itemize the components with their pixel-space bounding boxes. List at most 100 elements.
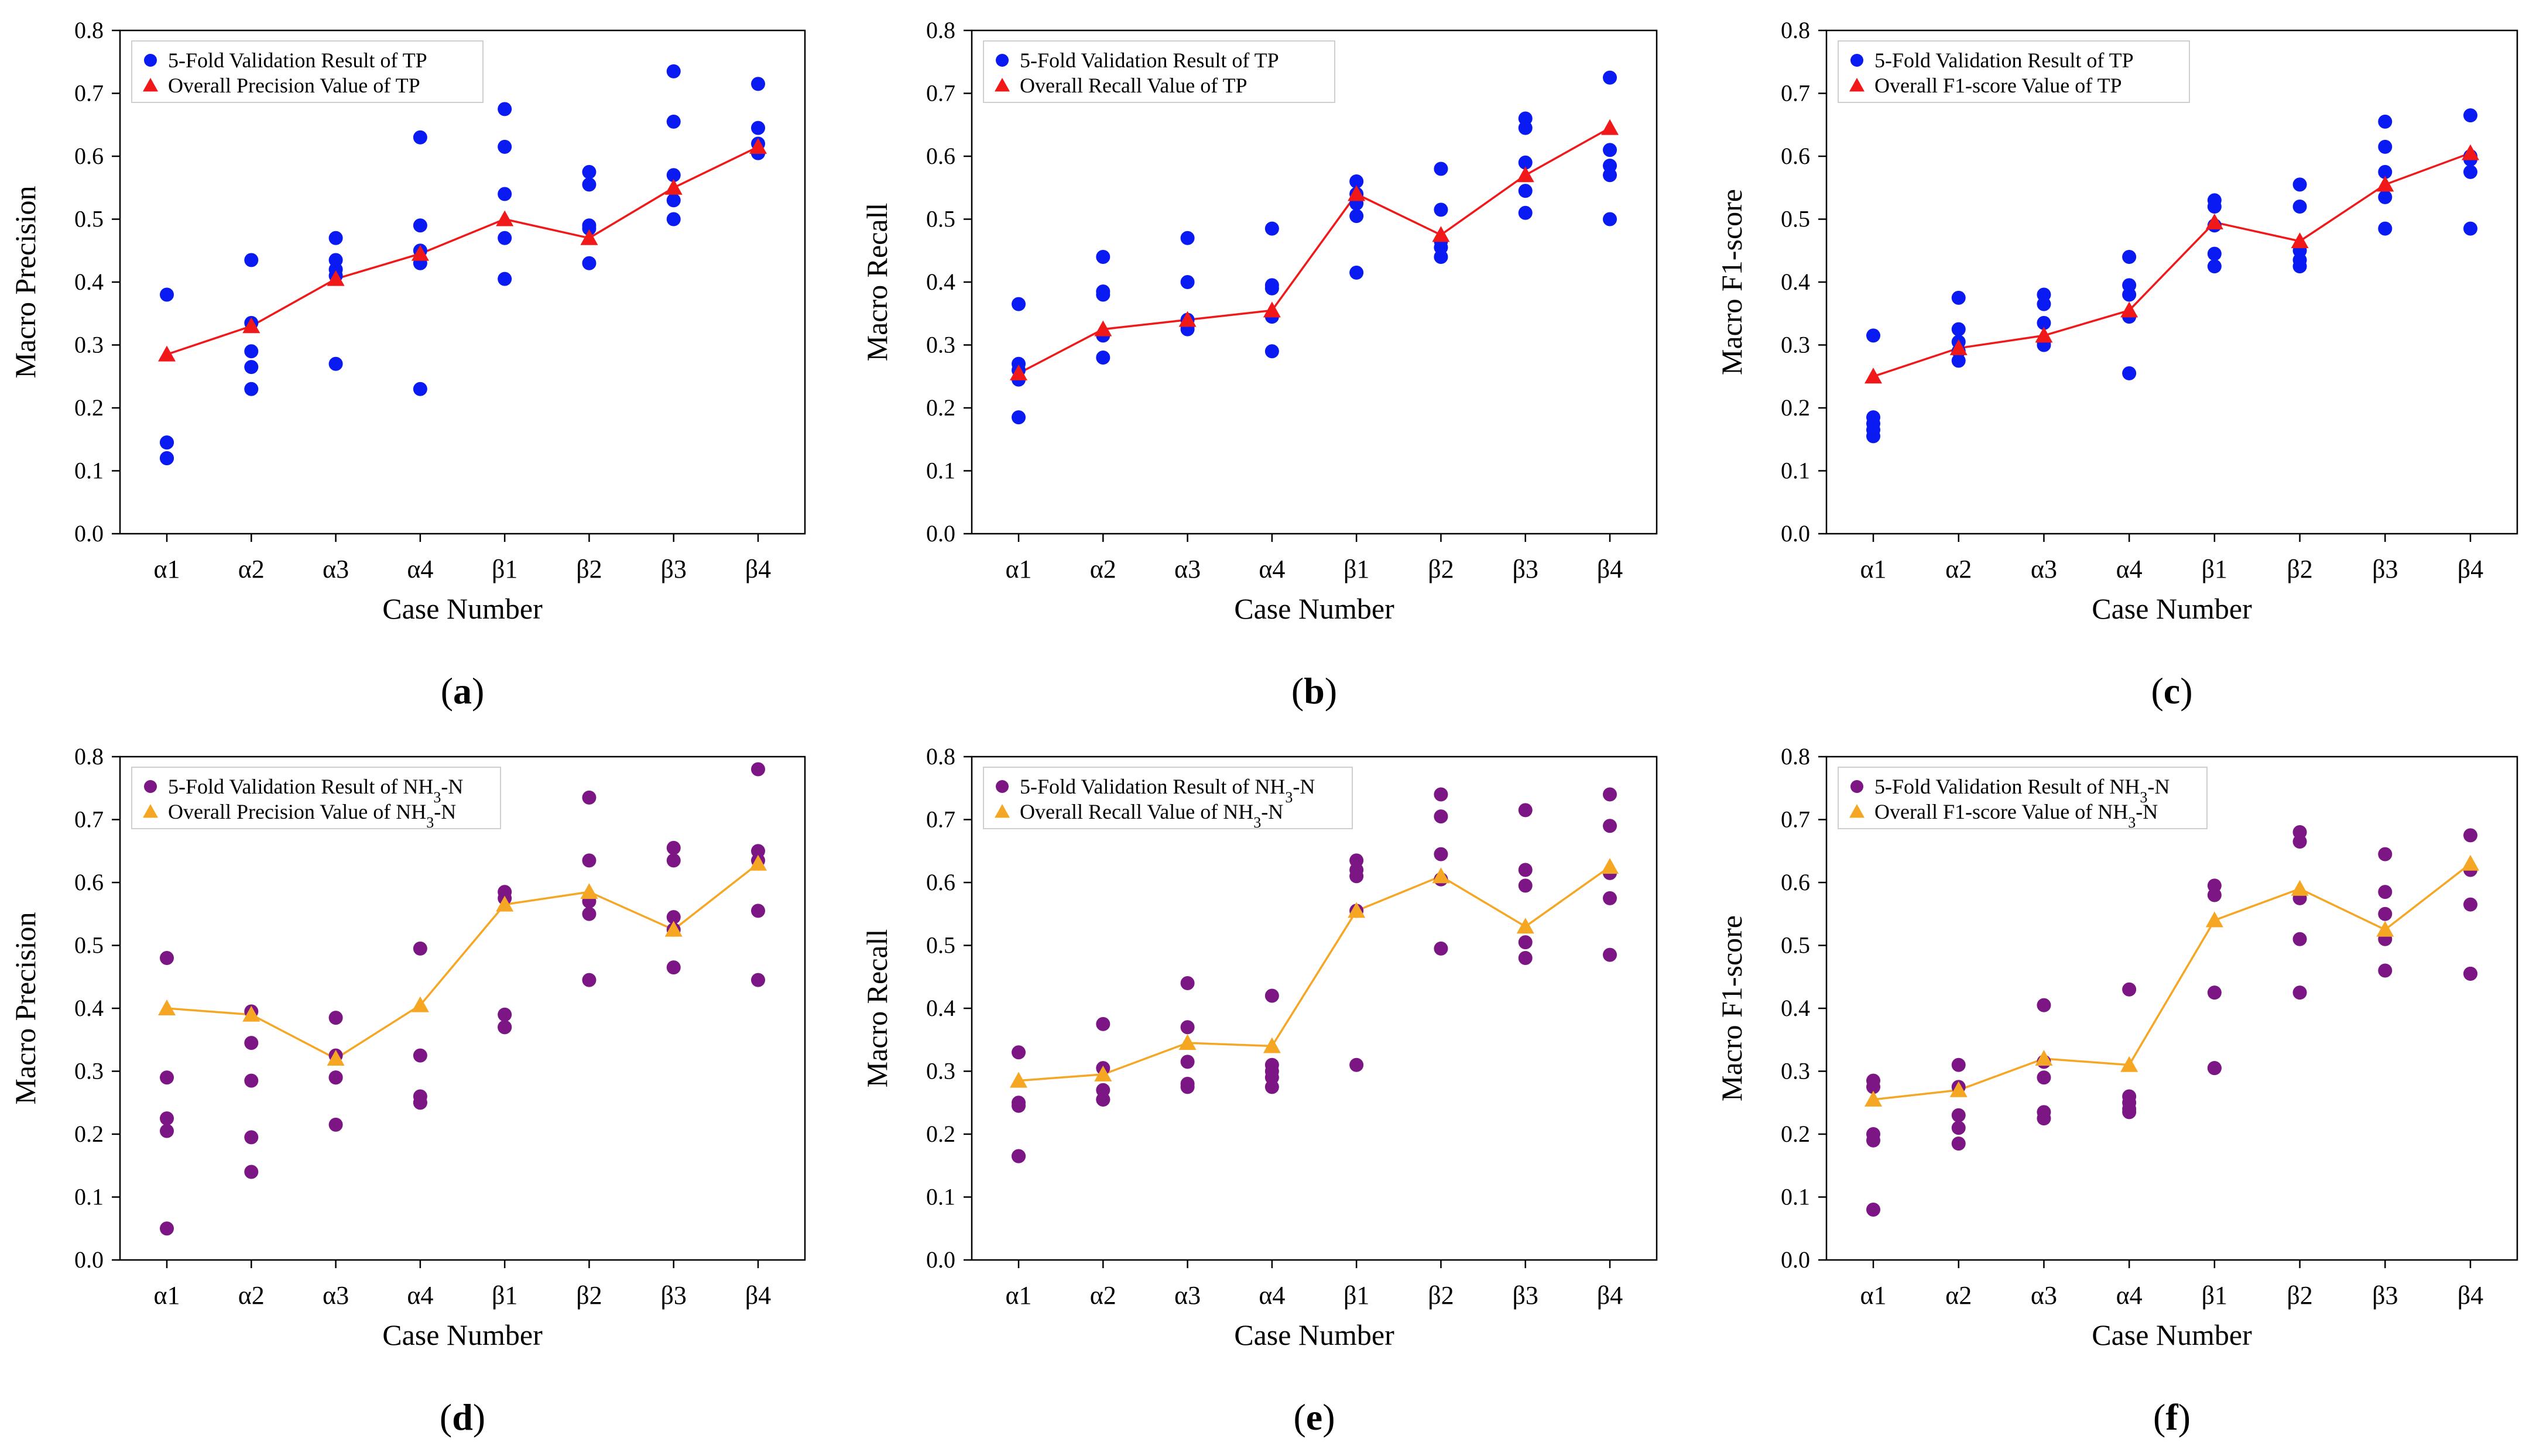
panel-label: (a)	[441, 670, 485, 712]
validation-point	[582, 790, 597, 805]
validation-point	[1518, 935, 1533, 950]
validation-point	[2037, 297, 2051, 311]
y-axis-title: Macro Precision	[9, 186, 42, 378]
x-axis-title: Case Number	[382, 592, 543, 625]
panel-label: (d)	[440, 1396, 485, 1438]
y-tick-label: 0.5	[926, 932, 955, 959]
y-tick-label: 0.0	[926, 520, 955, 547]
validation-point	[498, 1007, 512, 1022]
y-tick-label: 0.8	[926, 17, 955, 43]
y-tick-label: 0.5	[74, 206, 104, 232]
overall-marker	[1601, 119, 1619, 135]
x-tick-label: β1	[2202, 1281, 2227, 1310]
y-tick-label: 0.1	[1781, 458, 1810, 484]
overall-marker	[496, 210, 514, 226]
validation-point	[2463, 966, 2477, 981]
y-tick-label: 0.7	[926, 806, 955, 833]
y-axis-title: Macro Recall	[861, 203, 893, 362]
x-tick-label: β4	[2458, 1281, 2483, 1310]
validation-point	[2378, 114, 2393, 129]
y-tick-label: 0.6	[926, 869, 955, 895]
validation-point	[582, 973, 597, 987]
validation-point	[2037, 315, 2051, 330]
overall-marker	[1010, 364, 1027, 380]
y-tick-label: 0.6	[74, 869, 104, 895]
panel-label: (b)	[1291, 670, 1337, 712]
legend-label-points: 5-Fold Validation Result of NH3-N	[168, 775, 463, 806]
validation-point	[2292, 177, 2307, 192]
validation-point	[1434, 202, 1448, 217]
y-tick-label: 0.3	[926, 332, 955, 358]
y-tick-label: 0.6	[926, 143, 955, 169]
validation-point	[413, 382, 427, 396]
validation-point	[160, 451, 174, 465]
y-axis-title: Macro Recall	[861, 929, 893, 1088]
validation-point	[160, 1111, 174, 1126]
y-tick-label: 0.1	[926, 458, 955, 484]
validation-point	[666, 840, 681, 855]
validation-point	[498, 102, 512, 116]
validation-point	[1518, 205, 1533, 220]
y-tick-label: 0.3	[926, 1058, 955, 1084]
validation-point	[2122, 287, 2137, 302]
validation-point	[2463, 164, 2477, 179]
validation-point	[2207, 888, 2222, 902]
validation-point	[1951, 353, 1966, 368]
validation-point	[582, 221, 597, 236]
validation-point	[328, 1117, 343, 1132]
validation-point	[498, 139, 512, 154]
legend-label-points: 5-Fold Validation Result of TP	[168, 49, 427, 72]
legend-label-points: 5-Fold Validation Result of TP	[1020, 49, 1279, 72]
x-tick-label: β1	[1344, 555, 1369, 583]
validation-point	[2122, 366, 2137, 380]
y-tick-label: 0.0	[74, 520, 104, 547]
x-tick-label: α4	[1259, 555, 1285, 583]
validation-point	[1866, 1080, 1880, 1094]
validation-point	[1096, 250, 1111, 264]
overall-marker	[1516, 918, 1534, 934]
validation-point	[498, 272, 512, 286]
validation-point	[1434, 162, 1448, 176]
validation-point	[1180, 1080, 1195, 1094]
x-tick-label: α4	[2116, 555, 2143, 583]
x-axis-title: Case Number	[1234, 1318, 1394, 1351]
y-tick-label: 0.8	[1781, 743, 1810, 770]
validation-point	[2037, 1070, 2051, 1085]
legend-point-swatch	[996, 780, 1009, 793]
validation-point	[244, 382, 259, 396]
validation-point	[1603, 787, 1617, 802]
validation-point	[582, 906, 597, 921]
y-tick-label: 0.0	[1781, 1246, 1810, 1273]
validation-point	[328, 356, 343, 371]
overall-marker	[242, 1005, 261, 1022]
legend-line-swatch	[995, 804, 1010, 818]
overall-marker	[242, 317, 261, 334]
validation-point	[1012, 297, 1026, 311]
y-tick-label: 0.0	[1781, 520, 1810, 547]
x-tick-label: α2	[1945, 555, 1972, 583]
y-tick-label: 0.4	[1781, 995, 1810, 1021]
x-tick-label: β4	[1597, 555, 1623, 583]
validation-point	[1951, 322, 1966, 336]
validation-point	[498, 231, 512, 245]
y-tick-label: 0.1	[74, 458, 104, 484]
legend: 5-Fold Validation Result of NH3-NOverall…	[983, 767, 1353, 831]
x-tick-label: β3	[661, 555, 687, 583]
overall-marker	[2291, 880, 2309, 896]
validation-point	[160, 435, 174, 450]
validation-point	[582, 164, 597, 179]
plot-frame	[1825, 29, 2518, 535]
validation-point	[2207, 259, 2222, 274]
validation-point	[328, 1011, 343, 1025]
x-tick-label: β3	[2372, 1281, 2398, 1310]
overall-marker	[1516, 166, 1534, 183]
validation-point	[1349, 1057, 1364, 1072]
overall-marker	[749, 854, 767, 871]
legend-point-swatch	[996, 54, 1009, 67]
y-tick-label: 0.3	[1781, 332, 1810, 358]
y-tick-label: 0.2	[926, 1121, 955, 1147]
legend-box	[1838, 40, 2190, 103]
overall-marker	[2376, 176, 2394, 192]
validation-point	[2378, 963, 2393, 978]
validation-point	[328, 1070, 343, 1085]
